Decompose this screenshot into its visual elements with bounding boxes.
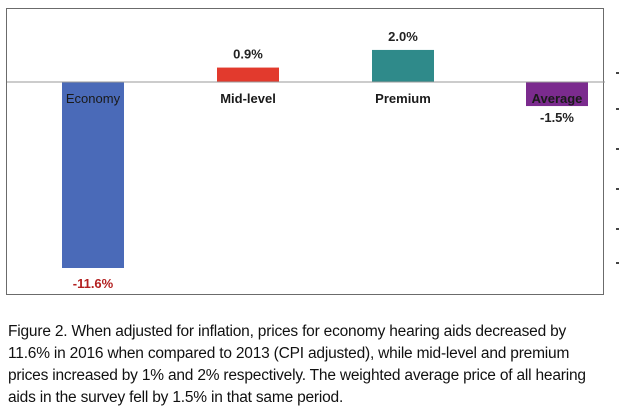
chart-frame: Economy -11.6% Mid-level 0.9% Premium 2.0% Ave…: [6, 8, 605, 295]
figure-caption: Figure 2. When adjusted for inflation, p…: [8, 322, 586, 406]
category-label: Economy: [66, 91, 121, 106]
value-label: 2.0%: [388, 29, 418, 44]
bar-mid-level: [217, 67, 279, 82]
value-label: -11.6%: [73, 276, 114, 291]
category-label: Premium: [375, 91, 431, 106]
bar-average: [526, 82, 588, 107]
value-label: 0.9%: [233, 47, 263, 62]
bar-economy: [62, 82, 124, 268]
category-label: Mid-level: [220, 91, 276, 106]
category-label: Average: [532, 91, 583, 106]
page-edge-marks: [614, 0, 624, 407]
bar-premium: [372, 49, 434, 82]
value-label: -1.5%: [540, 110, 574, 125]
bar-chart: Economy -11.6% Mid-level 0.9% Premium 2.0% Ave…: [7, 29, 605, 291]
